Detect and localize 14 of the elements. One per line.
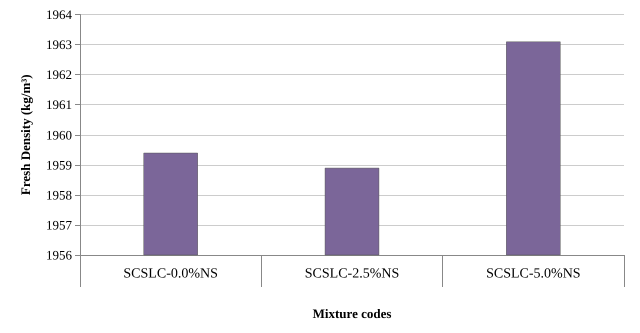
x-axis-title: Mixture codes [312, 306, 392, 321]
y-tick-label: 1958 [46, 187, 72, 202]
y-tick-label: 1964 [46, 7, 72, 22]
y-tick-label: 1960 [46, 127, 72, 142]
y-tick-label: 1963 [46, 37, 72, 52]
x-tick-label: SCSLC-5.0%NS [486, 266, 581, 282]
y-tick-label: 1957 [46, 217, 72, 232]
y-tick-label: 1959 [46, 157, 72, 172]
x-tick-label: SCSLC-2.5%NS [304, 266, 400, 282]
y-axis-title: Fresh Density (kg/m³) [18, 74, 33, 196]
x-tick-label: SCSLC-0.0%NS [123, 266, 218, 282]
y-tick-label: 1962 [46, 67, 72, 82]
y-tick-label: 1961 [46, 97, 72, 112]
y-tick-label: 1956 [46, 248, 72, 262]
